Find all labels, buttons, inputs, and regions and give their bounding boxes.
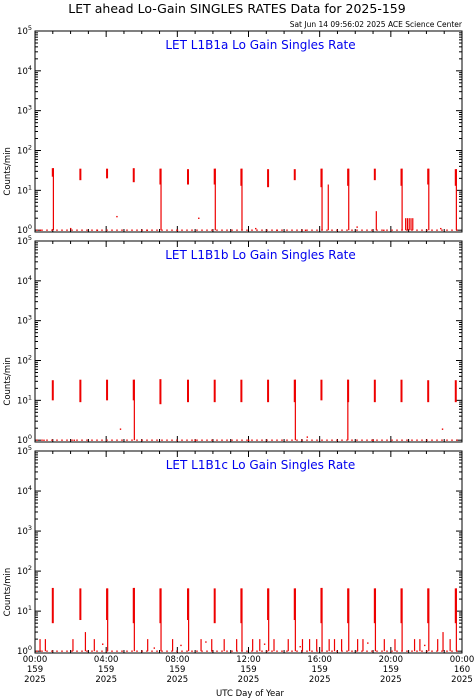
y-axis-title: Counts/min <box>3 357 13 406</box>
x-tick-day: 159 <box>383 665 399 675</box>
data-point <box>276 229 278 231</box>
data-point <box>43 439 45 441</box>
plot-frame <box>34 450 463 654</box>
data-point <box>153 647 156 649</box>
data-point <box>146 229 148 231</box>
data-point <box>96 229 99 231</box>
panel-title: LET L1B1c Lo Gain Singles Rate <box>166 458 356 472</box>
y-tick-label: 103 <box>17 524 32 537</box>
data-point <box>367 642 369 644</box>
plot-frame <box>34 240 463 443</box>
data-point <box>176 229 179 231</box>
panel-title: LET L1B1b Lo Gain Singles Rate <box>165 248 356 262</box>
x-tick-day: 159 <box>312 665 328 675</box>
data-point <box>69 227 72 230</box>
plot-frame <box>34 30 463 233</box>
x-tick-time: 00:00 <box>450 655 475 665</box>
data-point <box>441 428 444 430</box>
data-point <box>116 215 118 218</box>
y-tick-label: 101 <box>17 183 32 196</box>
y-axis-title: Counts/min <box>3 568 13 617</box>
x-tick-day: 159 <box>27 665 43 675</box>
data-point <box>73 439 75 441</box>
panel-title: LET L1B1a Lo Gain Singles Rate <box>165 38 355 52</box>
x-tick-year: 2025 <box>238 675 260 685</box>
y-tick-label: 103 <box>17 104 32 117</box>
y-tick-label: 101 <box>17 393 32 406</box>
y-tick-label: 102 <box>17 354 32 367</box>
x-tick-day: 159 <box>240 665 256 675</box>
x-tick-time: 16:00 <box>307 655 332 665</box>
x-tick-time: 20:00 <box>379 655 404 665</box>
x-tick-year: 2025 <box>451 675 473 685</box>
y-tick-label: 104 <box>17 484 32 497</box>
data-point <box>247 439 250 441</box>
data-point <box>440 227 442 230</box>
x-tick-day: 159 <box>98 665 114 675</box>
data-point <box>194 439 196 441</box>
x-axis-labels: 00:00159202504:00159202508:00159202512:0… <box>23 655 475 685</box>
x-axis-title: UTC Day of Year <box>216 689 284 699</box>
x-tick-year: 2025 <box>95 675 117 685</box>
data-point <box>299 646 301 648</box>
y-tick-label: 105 <box>17 24 32 37</box>
data-point <box>304 229 307 231</box>
x-tick-day: 160 <box>454 665 470 675</box>
x-tick-time: 08:00 <box>165 655 190 665</box>
data-point <box>263 643 266 645</box>
y-tick-label: 102 <box>17 564 32 577</box>
data-point <box>424 644 426 647</box>
y-axis-title: Counts/min <box>3 147 13 196</box>
x-tick-time: 04:00 <box>94 655 119 665</box>
data-point <box>383 229 385 231</box>
data-point <box>119 428 122 430</box>
chart-title: LET ahead Lo-Gain SINGLES RATES Data for… <box>68 1 405 16</box>
x-tick-year: 2025 <box>24 675 46 685</box>
y-tick-label: 104 <box>17 274 32 287</box>
data-point <box>39 229 42 231</box>
data-point <box>356 226 358 228</box>
y-tick-label: 102 <box>17 144 32 157</box>
x-tick-year: 2025 <box>380 675 402 685</box>
y-tick-label: 103 <box>17 314 32 327</box>
x-tick-time: 12:00 <box>236 655 261 665</box>
data-point <box>255 227 257 230</box>
data-point <box>198 217 200 219</box>
y-tick-label: 104 <box>17 64 32 77</box>
data-point <box>102 643 104 645</box>
data-point <box>306 436 309 438</box>
x-tick-time: 00:00 <box>23 655 48 665</box>
x-tick-year: 2025 <box>167 675 189 685</box>
x-tick-year: 2025 <box>309 675 331 685</box>
y-tick-label: 101 <box>17 604 32 617</box>
data-point <box>180 644 182 647</box>
timestamp: Sat Jun 14 09:56:02 2025 ACE Science Cen… <box>290 20 463 29</box>
x-tick-day: 159 <box>169 665 185 675</box>
data-point <box>372 439 374 441</box>
data-point <box>205 641 207 643</box>
